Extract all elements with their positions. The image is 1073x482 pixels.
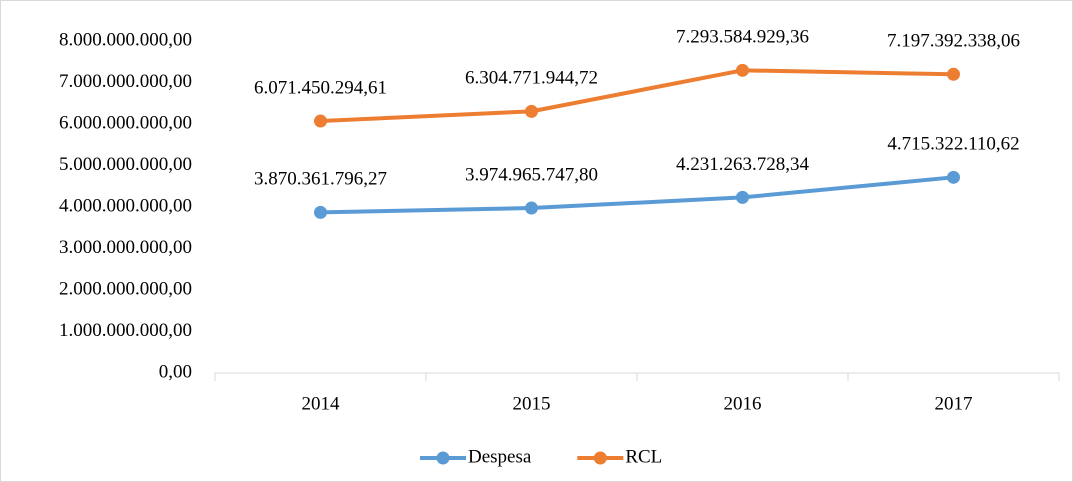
data-label: 6.304.771.944,72: [465, 68, 598, 89]
y-tick-label: 2.000.000.000,00: [59, 278, 192, 299]
y-tick-label: 8.000.000.000,00: [59, 29, 192, 50]
data-label: 7.197.392.338,06: [887, 31, 1020, 52]
x-tick-label: 2017: [935, 393, 973, 414]
point: [525, 104, 538, 118]
x-tick-label: 2014: [302, 393, 341, 414]
y-tick-label: 0,00: [159, 361, 192, 382]
y-tick-label: 6.000.000.000,00: [59, 112, 192, 133]
point: [314, 114, 327, 128]
point: [947, 170, 960, 184]
series-line: [320, 175, 954, 215]
y-tick-label: 5.000.000.000,00: [59, 154, 192, 175]
legend-marker: [593, 451, 607, 465]
legend-label: Despesa: [468, 446, 532, 467]
data-label: 3.870.361.796,27: [254, 169, 387, 190]
data-label: 6.071.450.294,61: [254, 77, 387, 98]
legend-marker: [436, 451, 450, 465]
y-tick-label: 4.000.000.000,00: [59, 195, 192, 216]
data-label: 3.974.965.747,80: [465, 164, 598, 185]
point: [736, 63, 749, 77]
x-tick-label: 2016: [724, 393, 762, 414]
data-label: 4.231.263.728,34: [676, 154, 810, 175]
legend-label: RCL: [625, 446, 662, 467]
point: [314, 205, 327, 219]
y-tick-label: 1.000.000.000,00: [59, 320, 192, 341]
point: [947, 67, 960, 81]
series-line: [320, 68, 954, 124]
point: [525, 201, 538, 215]
y-tick-label: 7.000.000.000,00: [59, 71, 192, 92]
data-label: 7.293.584.929,36: [676, 27, 809, 48]
y-tick-label: 3.000.000.000,00: [59, 237, 192, 258]
point: [736, 190, 749, 204]
x-tick-label: 2015: [513, 393, 551, 414]
data-label: 4.715.322.110,62: [887, 134, 1019, 155]
